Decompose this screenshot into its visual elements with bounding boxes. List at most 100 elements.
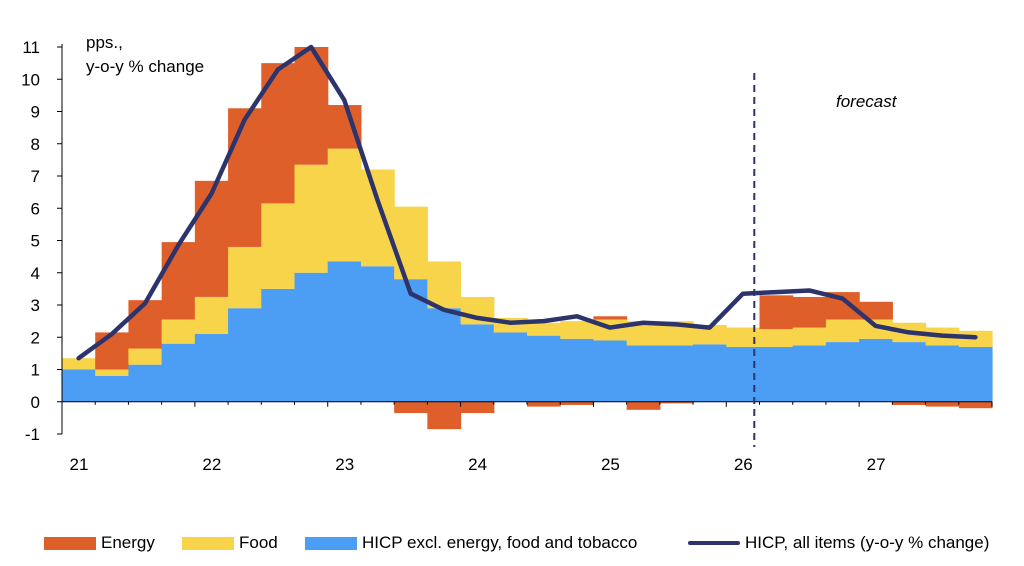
y-tick-label: 5 [31,232,40,251]
bar-food-2026Q4 [825,319,860,343]
bar-core-2024Q1 [460,324,495,402]
bar-energy-2027Q3 [925,401,960,407]
x-tick-label: 24 [468,455,487,474]
bar-food-2026Q1 [726,327,761,347]
legend: Energy Food HICP excl. energy, food and … [44,530,1019,556]
bar-food-2026Q2 [759,329,794,347]
bar-core-2027Q3 [925,345,960,402]
bar-core-2026Q2 [759,346,794,402]
bar-energy-2024Q1 [460,401,495,414]
bar-energy-2021Q4 [161,242,196,320]
bar-core-2026Q3 [792,345,827,402]
bar-food-2021Q2 [95,369,130,376]
bar-core-2027Q4 [958,346,993,402]
x-tick-label: 25 [601,455,620,474]
bar-energy-2021Q2 [95,332,130,370]
bar-core-2025Q3 [659,345,694,402]
bar-energy-2021Q3 [128,300,163,349]
bar-core-2024Q4 [560,338,595,402]
x-tick-label: 21 [70,455,89,474]
y-tick-label: 9 [31,103,40,122]
unit-label-line: y-o-y % change [86,57,204,76]
legend-label-energy: Energy [101,533,155,552]
bar-energy-2026Q3 [792,296,827,328]
bar-food-2023Q3 [394,206,428,280]
bar-core-2026Q4 [825,342,860,402]
bar-energy-2023Q3 [394,401,428,414]
forecast-label: forecast [836,92,898,111]
bar-energy-2024Q4 [560,401,595,405]
bar-energy-2027Q1 [859,301,893,320]
bar-food-2027Q1 [859,319,893,339]
bar-energy-2027Q2 [892,401,927,405]
bar-energy-2025Q1 [593,316,628,320]
bar-core-2024Q3 [527,335,561,402]
bar-core-2022Q1 [194,334,229,402]
bar-energy-2022Q1 [194,180,229,297]
bar-energy-2023Q4 [427,401,462,430]
legend-item-core: HICP excl. energy, food and tobacco [305,530,637,556]
legend-label-food: Food [239,533,278,552]
bars [62,47,993,430]
legend-item-energy: Energy [44,530,155,556]
bar-core-2023Q2 [360,266,395,402]
legend-item-food: Food [182,530,278,556]
bar-core-2023Q1 [327,261,362,402]
x-tick-label: 22 [202,455,221,474]
bar-food-2023Q1 [327,148,362,262]
bar-energy-2025Q2 [626,401,661,410]
y-tick-label: 2 [31,328,40,347]
bar-energy-2022Q2 [228,108,262,247]
bar-core-2022Q2 [228,308,262,402]
bar-core-2021Q4 [161,343,196,402]
bar-core-2025Q2 [626,345,661,402]
legend-swatch-core [305,536,357,550]
y-tick-label: 11 [22,38,40,57]
bar-core-2027Q2 [892,342,927,402]
legend-swatch-energy [44,536,96,550]
y-tick-label: 1 [31,361,40,380]
bar-food-2021Q3 [128,348,163,365]
hicp-line [76,44,978,361]
y-tick-label: 0 [31,393,40,412]
legend-line-hicp [688,541,740,545]
y-tick-label: 10 [21,70,40,89]
y-tick-label: 4 [31,264,40,283]
bar-core-2025Q4 [693,344,727,402]
bar-food-2022Q2 [228,246,262,309]
bar-food-2023Q4 [427,261,462,309]
legend-label-core: HICP excl. energy, food and tobacco [362,533,638,552]
bar-food-2022Q4 [294,164,329,273]
y-tick-label: -1 [25,425,40,444]
bar-food-2022Q1 [194,296,229,335]
bar-food-2022Q3 [261,203,296,289]
bar-energy-2026Q2 [759,295,794,330]
bar-core-2021Q3 [128,364,163,402]
bar-food-2021Q1 [62,358,96,370]
bar-energy-2025Q3 [659,401,694,404]
x-tick-label: 27 [867,455,886,474]
bar-core-2021Q2 [95,375,130,402]
bar-core-2021Q1 [62,369,96,402]
bar-food-2021Q4 [161,319,196,344]
bar-core-2024Q2 [493,332,528,402]
y-tick-label: 8 [31,135,40,154]
legend-item-hicp: HICP, all items (y-o-y % change) [688,530,989,556]
y-tick-label: 6 [31,199,40,218]
bar-core-2027Q1 [859,338,893,402]
legend-label-hicp: HICP, all items (y-o-y % change) [745,533,990,552]
legend-swatch-food [182,536,234,550]
bar-energy-2024Q3 [527,401,561,407]
bar-core-2023Q4 [427,308,462,402]
y-tick-label: 7 [31,167,40,186]
bar-energy-2027Q4 [958,401,993,409]
bar-food-2023Q2 [360,169,395,267]
bar-food-2025Q4 [693,325,727,345]
bar-core-2025Q1 [593,340,628,402]
unit-label-line: pps., [86,33,123,52]
bar-core-2022Q4 [294,272,329,402]
bar-food-2024Q3 [527,322,561,336]
y-tick-label: 3 [31,296,40,315]
bar-food-2024Q4 [560,321,595,339]
